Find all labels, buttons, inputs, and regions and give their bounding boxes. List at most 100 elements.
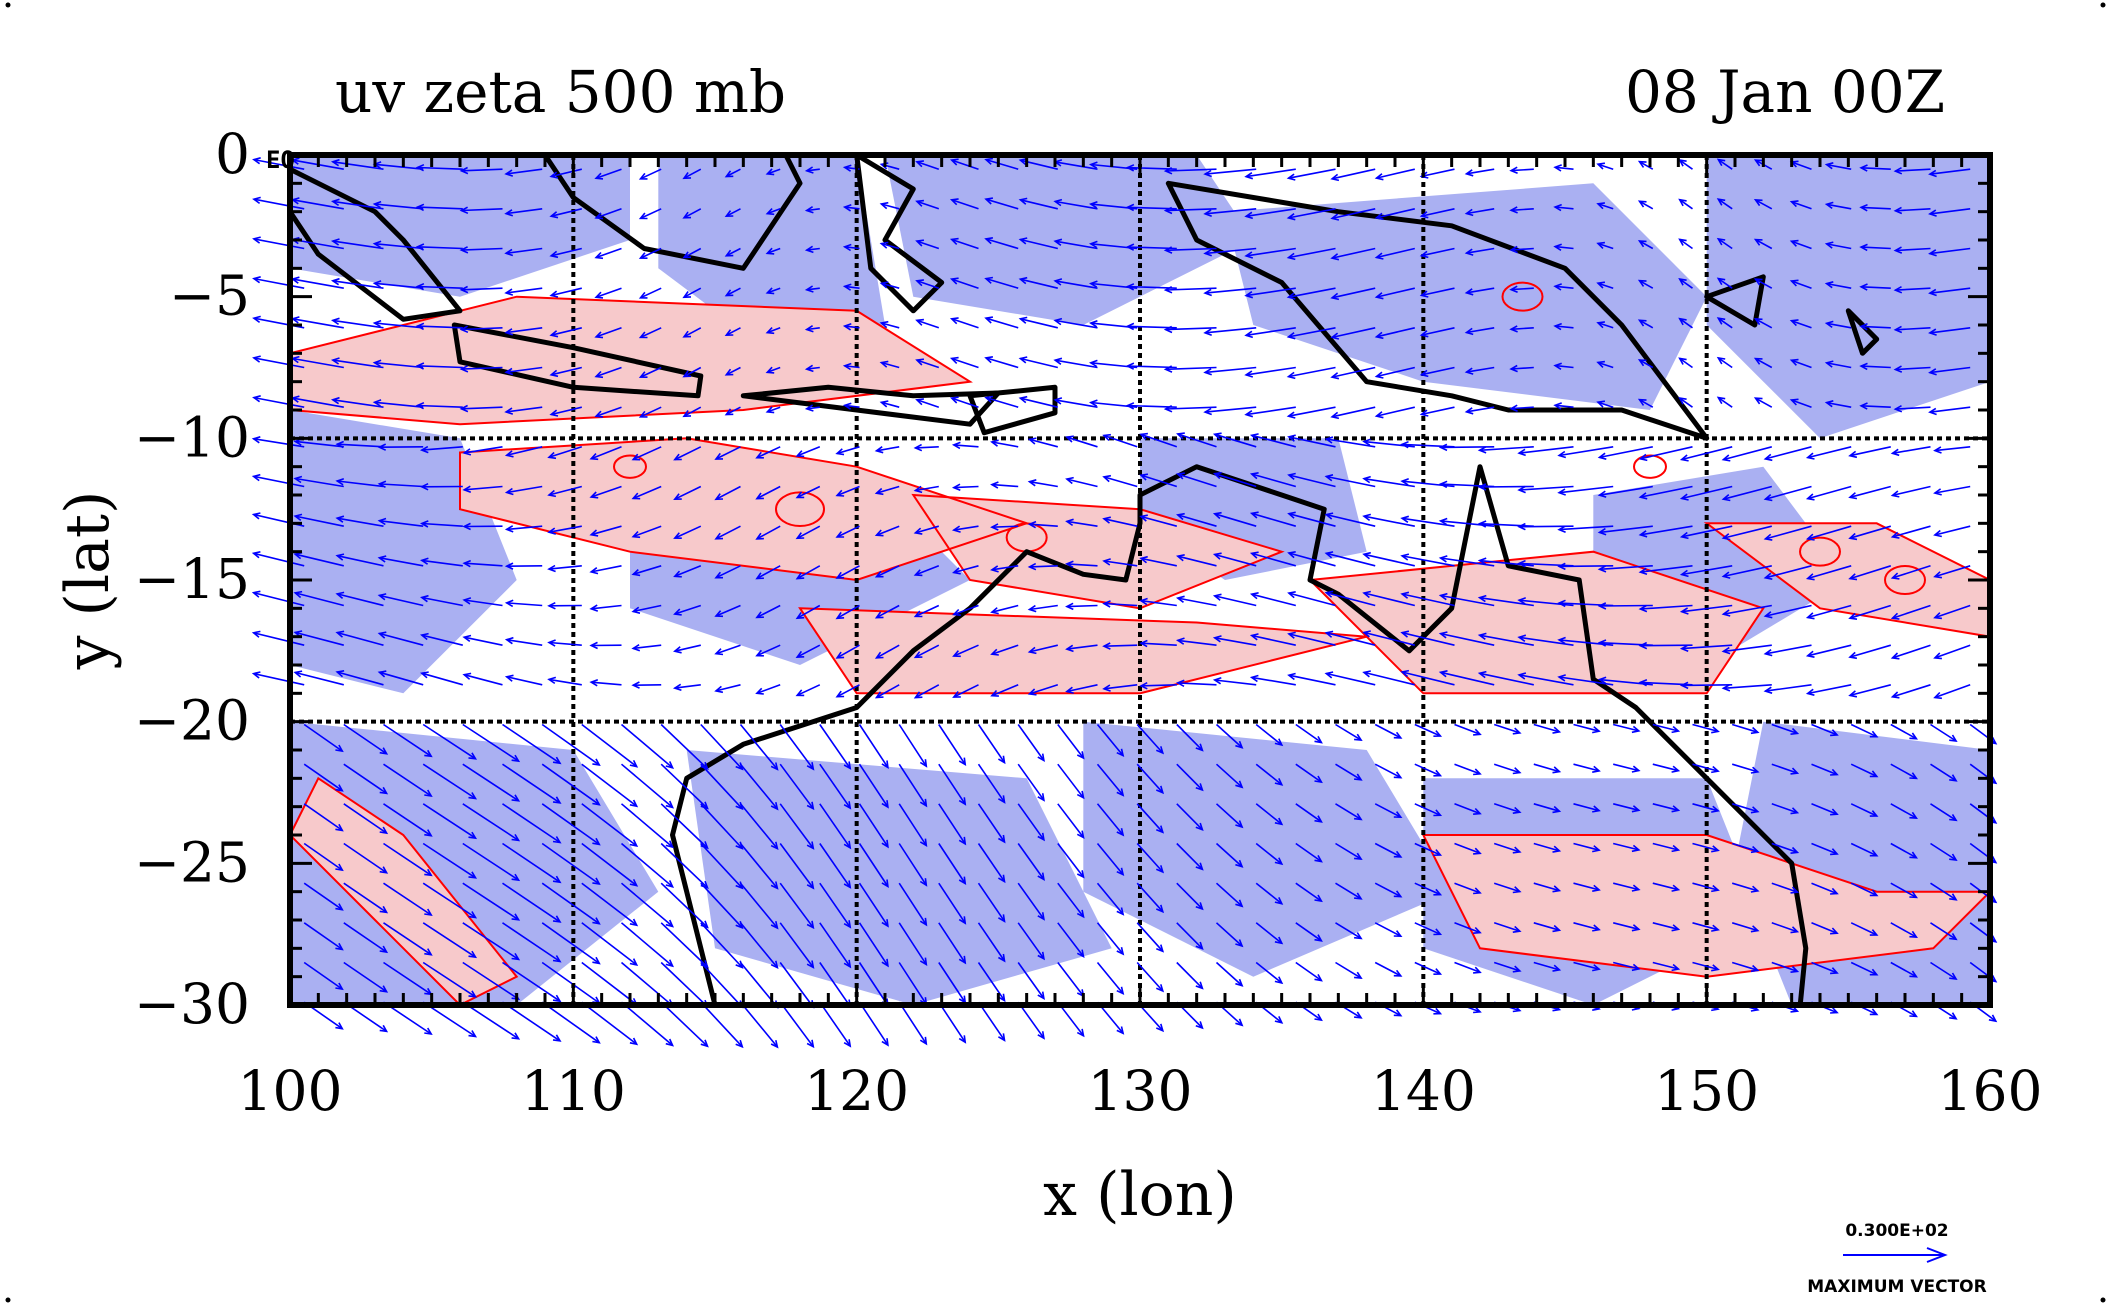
wind-vector (1679, 604, 1733, 615)
wind-vector-head (251, 436, 261, 444)
wind-vector-head (770, 802, 779, 811)
wind-vector (858, 763, 889, 809)
wind-vector-head (1679, 644, 1689, 653)
wind-vector-head (1512, 886, 1522, 894)
wind-vector (1139, 639, 1177, 648)
wind-vector (1203, 247, 1257, 257)
wind-vector-shaft (1245, 366, 1296, 376)
wind-vector (1652, 803, 1681, 813)
wind-vector-shaft (1374, 882, 1402, 898)
wind-vector-head (293, 590, 303, 599)
wind-vector-head (504, 562, 514, 570)
coastline (854, 155, 945, 314)
wind-vector (1176, 432, 1217, 448)
wind-vector-shaft (1929, 327, 1971, 334)
wind-vector-head (459, 325, 469, 334)
wind-vector-head (879, 241, 889, 249)
wind-vector (335, 670, 384, 686)
wind-vector (1930, 763, 1958, 782)
wind-vector-head (1750, 964, 1760, 973)
wind-vector (1053, 198, 1098, 210)
wind-vector (673, 485, 702, 501)
wind-vector-head (842, 204, 852, 212)
wind-vector-shaft (1723, 604, 1772, 615)
wind-vector-head (1235, 780, 1244, 789)
wind-vector-shaft (1559, 485, 1614, 494)
wind-vector (765, 327, 781, 335)
wind-vector (1789, 279, 1812, 289)
wind-vector-head (1753, 318, 1763, 326)
vorticity-contour (1703, 522, 1990, 638)
wind-vector-head (1393, 850, 1403, 858)
wind-vector-shaft (1255, 842, 1283, 865)
wind-vector-head (1088, 399, 1098, 407)
wind-vector-head (1116, 1026, 1125, 1035)
wind-vector-head (1330, 173, 1340, 182)
coastline (290, 166, 463, 322)
wind-vector (1848, 604, 1892, 620)
wind-vector-shaft (1363, 592, 1415, 607)
wind-vector-shaft (1493, 922, 1521, 932)
wind-vector (1176, 803, 1204, 832)
wind-vector (1573, 763, 1601, 773)
wind-vector-head (335, 1022, 344, 1030)
wind-vector (547, 676, 582, 686)
wind-vector-head (330, 317, 340, 326)
wind-vector-head (1088, 200, 1098, 209)
wind-vector-head (1553, 203, 1562, 212)
wind-vector-shaft (1826, 401, 1852, 408)
wind-vector-head (952, 567, 961, 575)
wind-vector-shaft (1103, 560, 1138, 567)
wind-vector (343, 922, 389, 954)
wind-vector-head (592, 758, 601, 767)
wind-vector (1557, 674, 1614, 686)
wind-vector-head (335, 903, 344, 911)
wind-vector (913, 565, 940, 577)
wind-vector (459, 325, 503, 334)
wind-vector (1692, 882, 1720, 893)
wind-vector-head (951, 525, 961, 533)
wind-vector (504, 168, 543, 177)
wind-vector (1419, 327, 1455, 338)
wind-vector (1613, 723, 1641, 734)
wind-vector-shaft (700, 763, 743, 810)
wind-vector (1731, 803, 1760, 814)
wind-vector-head (958, 955, 967, 965)
wind-vector-head (1596, 400, 1606, 408)
wind-vector-head (1679, 454, 1689, 462)
wind-vector-shaft (374, 203, 424, 210)
wind-vector-shaft (548, 641, 582, 646)
wind-vector-shaft (991, 604, 1019, 613)
wind-vector (1374, 763, 1403, 779)
wind-vector-head (1116, 788, 1125, 797)
wind-vector-shaft (1136, 842, 1164, 873)
wind-vector-head (804, 404, 814, 412)
wind-vector-head (952, 691, 961, 698)
wind-vector-shaft (591, 565, 622, 573)
wind-vector-head (1330, 372, 1340, 380)
wind-vector-shaft (1176, 723, 1203, 751)
wind-vector (1721, 644, 1772, 655)
wind-vector-head (1419, 290, 1429, 298)
wind-vector (1613, 961, 1641, 972)
wind-vector-head (1671, 963, 1681, 972)
wind-vector-head (462, 522, 471, 531)
wind-vector-shaft (1861, 405, 1891, 408)
y-tick-label: −10 (134, 405, 250, 469)
wind-vector (1018, 395, 1058, 408)
wind-vector-shaft (417, 365, 463, 369)
wind-vector (739, 882, 779, 930)
wind-vector-shaft (953, 684, 979, 698)
wind-vector-head (1116, 947, 1125, 956)
wind-vector-head (673, 646, 682, 654)
wind-vector-shaft (756, 565, 781, 580)
wind-vector-head (998, 914, 1006, 923)
wind-vector (952, 684, 979, 698)
wind-vector (1850, 882, 1879, 897)
wind-vector-shaft (1055, 161, 1098, 170)
wind-vector-head (1509, 325, 1518, 333)
wind-vector-shaft (1020, 238, 1058, 250)
wind-vector-head (1400, 478, 1409, 486)
wind-vector-head (629, 918, 639, 927)
wind-vector-head (952, 608, 961, 616)
